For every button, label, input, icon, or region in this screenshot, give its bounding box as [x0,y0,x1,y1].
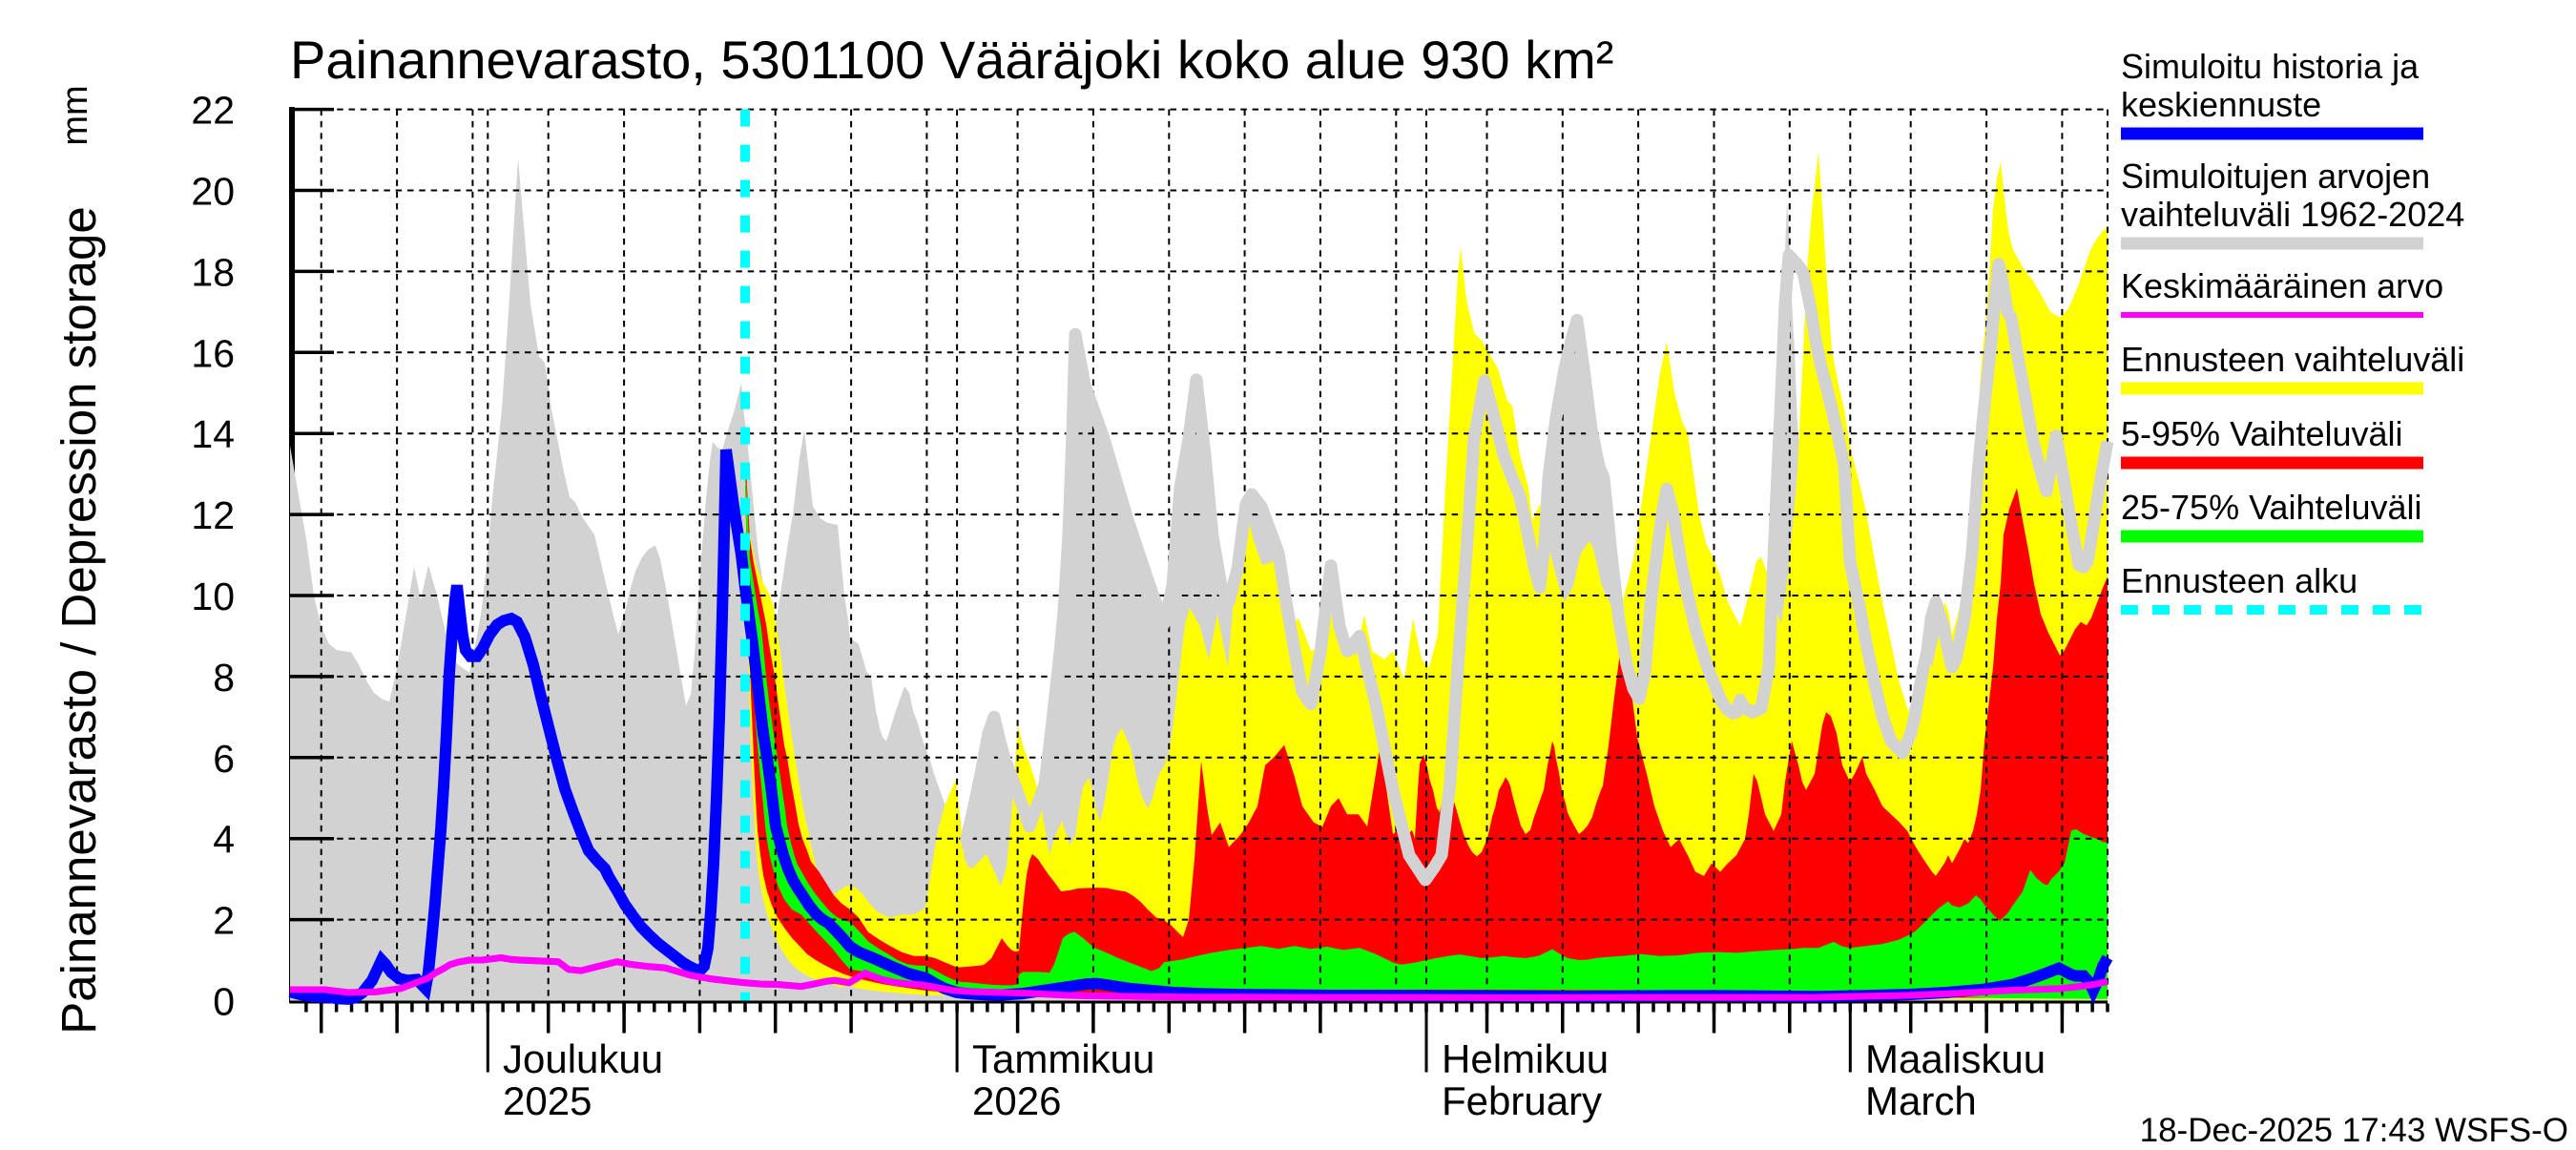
svg-text:4: 4 [213,818,235,862]
svg-text:2025: 2025 [503,1078,592,1123]
svg-text:18-Dec-2025 17:43 WSFS-O: 18-Dec-2025 17:43 WSFS-O [2140,1112,2568,1145]
svg-text:0: 0 [213,980,235,1024]
svg-text:Painannevarasto, 5301100 Väärä: Painannevarasto, 5301100 Vääräjoki koko … [290,30,1613,90]
svg-text:Ennusteen vaihteluväli: Ennusteen vaihteluväli [2121,340,2464,379]
svg-text:Ennusteen alku: Ennusteen alku [2121,561,2358,600]
svg-text:8: 8 [213,656,235,700]
svg-text:Helmikuu: Helmikuu [1442,1036,1609,1081]
svg-text:6: 6 [213,737,235,781]
svg-text:22: 22 [191,89,235,133]
svg-text:Painannevarasto / Depression s: Painannevarasto / Depression storage [52,206,106,1035]
svg-text:20: 20 [191,170,235,214]
svg-text:5-95% Vaihteluväli: 5-95% Vaihteluväli [2121,414,2403,453]
svg-text:keskiennuste: keskiennuste [2121,85,2321,124]
svg-text:Tammikuu: Tammikuu [972,1036,1154,1081]
svg-text:Simuloitujen arvojen: Simuloitujen arvojen [2121,157,2430,196]
svg-text:mm: mm [55,85,95,145]
svg-text:February: February [1442,1078,1602,1123]
svg-text:Joulukuu: Joulukuu [503,1036,663,1081]
svg-text:Simuloitu historia ja: Simuloitu historia ja [2121,47,2420,86]
svg-text:vaihteluväli 1962-2024: vaihteluväli 1962-2024 [2121,195,2464,234]
svg-text:10: 10 [191,575,235,618]
svg-text:2026: 2026 [972,1078,1061,1123]
svg-text:16: 16 [191,331,235,375]
svg-text:12: 12 [191,493,235,537]
svg-text:25-75% Vaihteluväli: 25-75% Vaihteluväli [2121,488,2422,527]
svg-text:18: 18 [191,250,235,294]
svg-text:Maaliskuu: Maaliskuu [1865,1036,2046,1081]
svg-text:Keskimääräinen arvo: Keskimääräinen arvo [2121,266,2443,305]
svg-text:14: 14 [191,412,235,456]
svg-text:March: March [1865,1078,1977,1123]
svg-text:2: 2 [213,899,235,943]
